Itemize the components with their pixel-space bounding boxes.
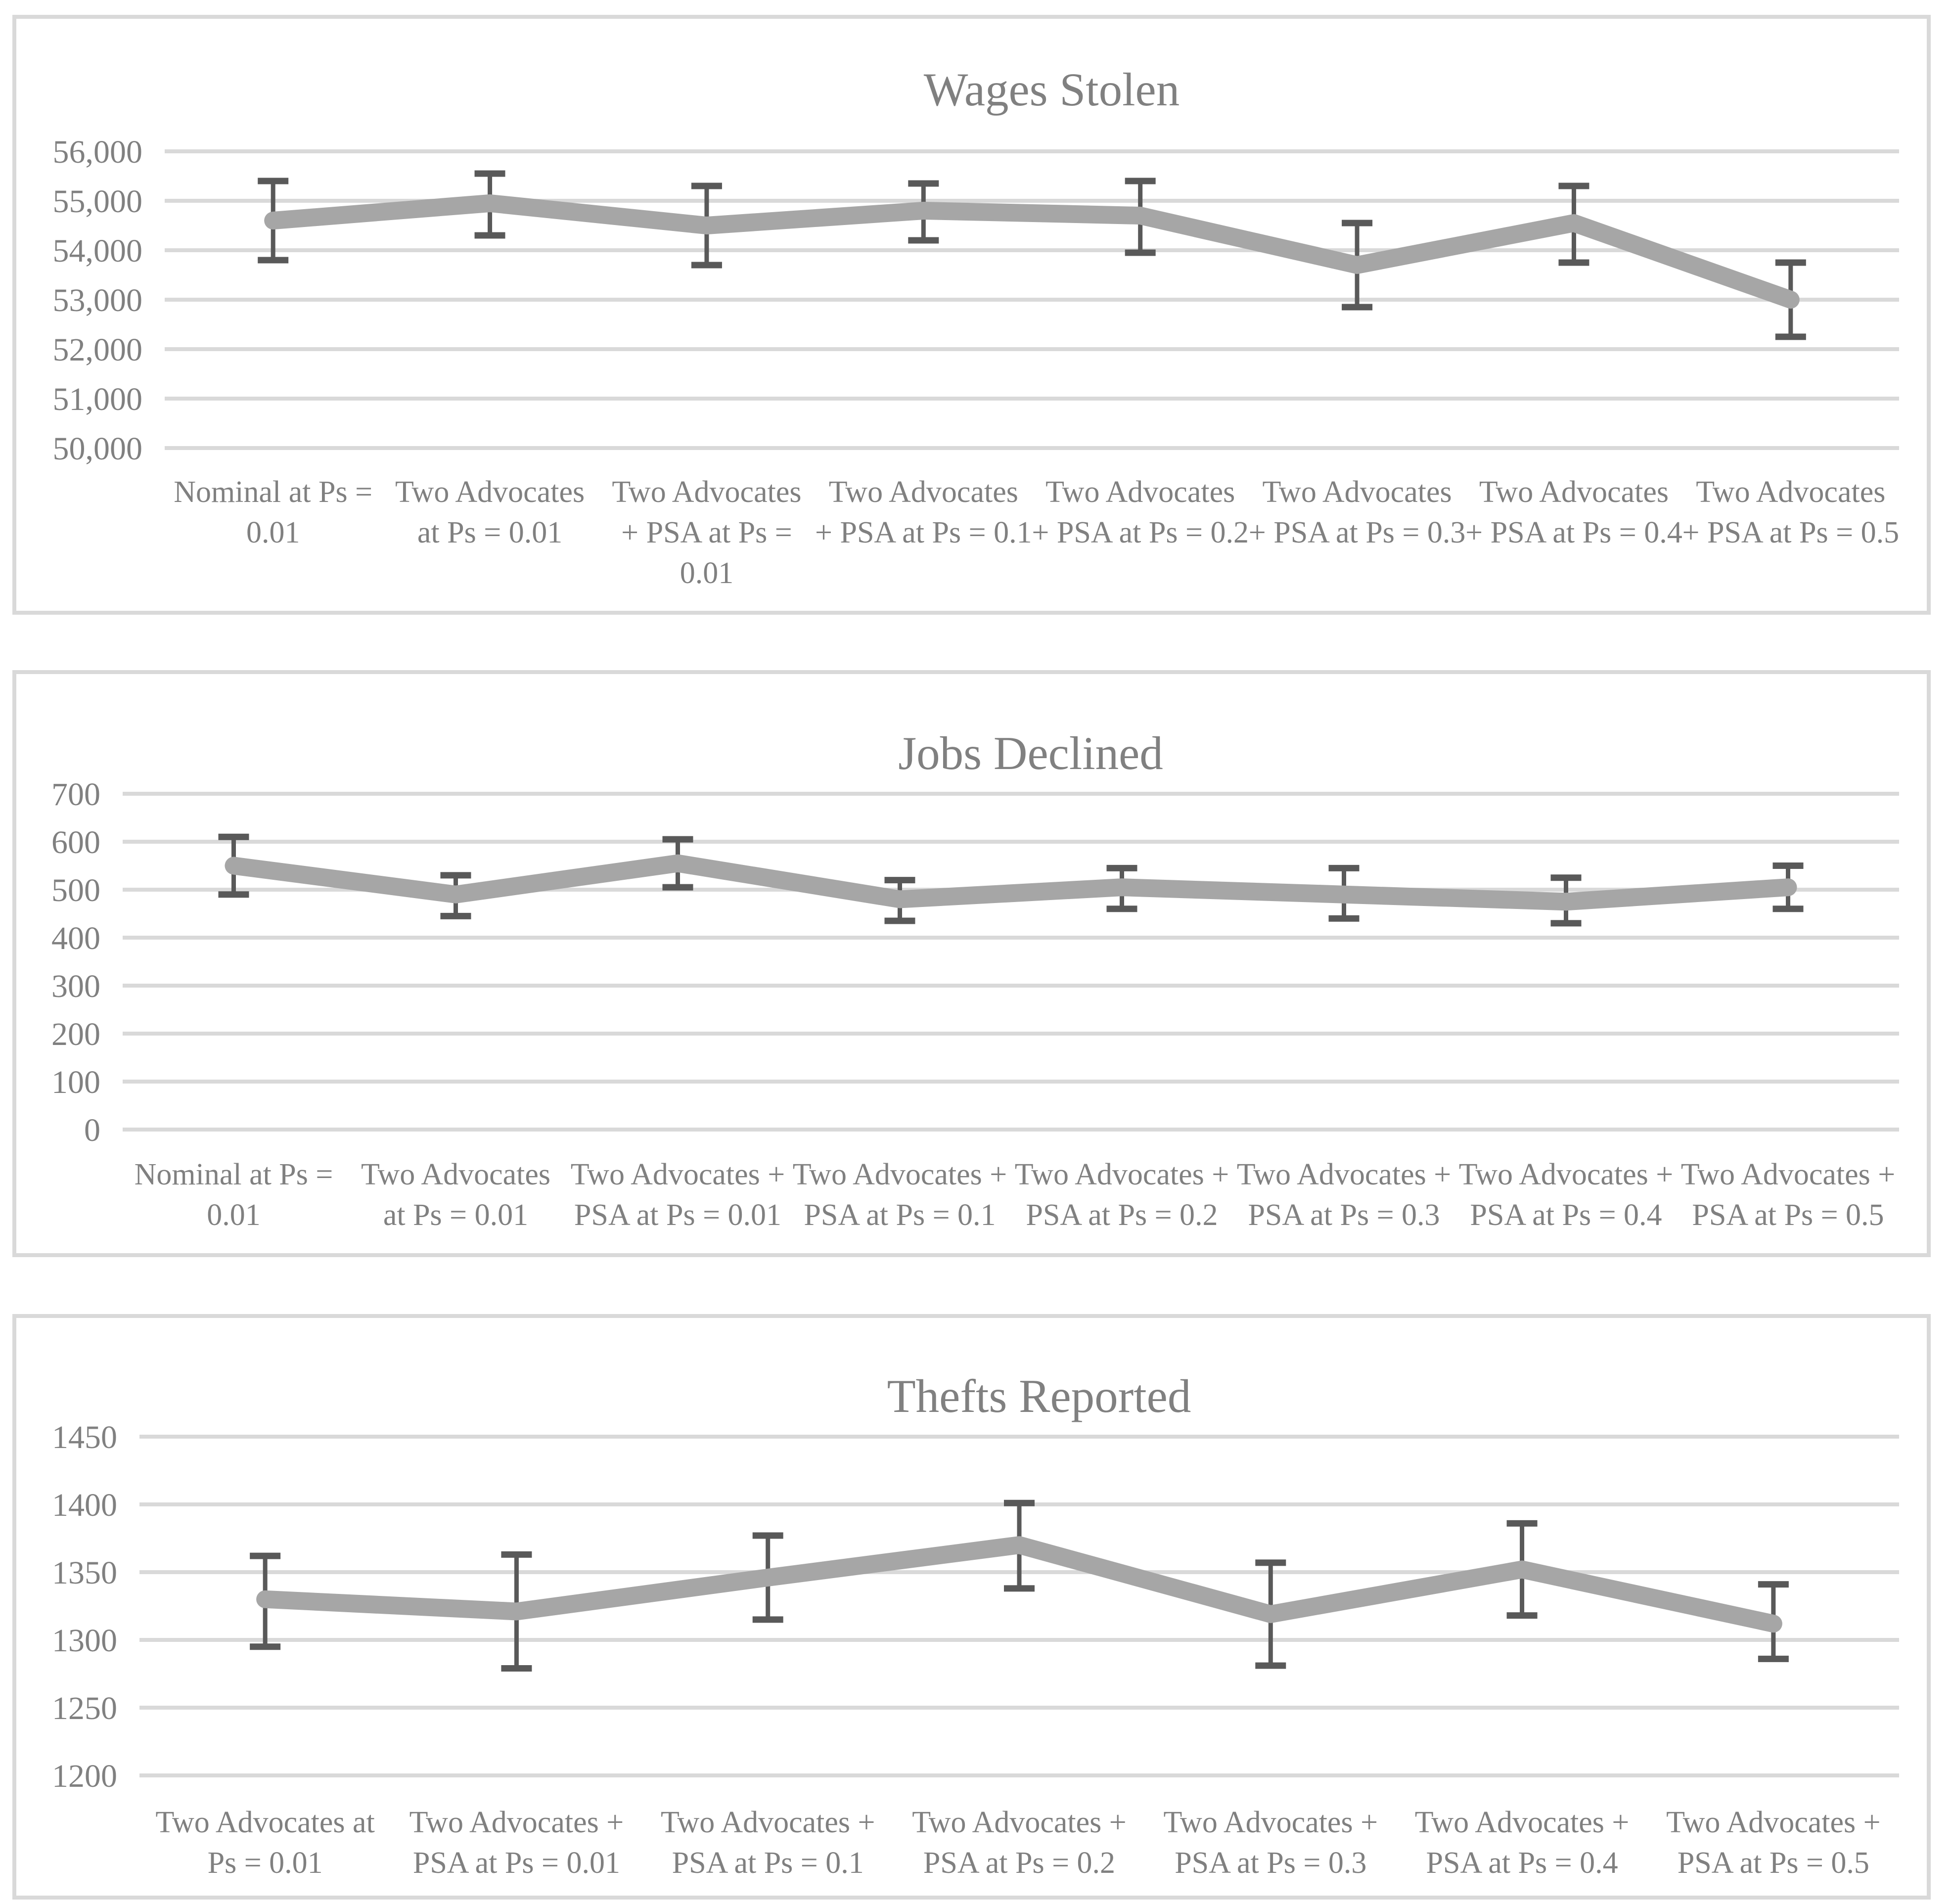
- y-axis-tick-label: 52,000: [53, 332, 143, 368]
- chart-title: Thefts Reported: [887, 1370, 1191, 1422]
- x-axis-category-label: Two Advocates + PSA at Ps = 0.2: [1015, 1158, 1229, 1232]
- y-axis-tick-label: 1350: [52, 1555, 117, 1591]
- x-axis-category-label: Nominal at Ps = 0.01: [135, 1158, 333, 1232]
- x-axis-category-label: Two Advocates + PSA at Ps = 0.2: [912, 1806, 1127, 1880]
- y-axis-tick-label: 1400: [52, 1487, 117, 1523]
- x-axis-category-label: Two Advocates + PSA at Ps = 0.1: [793, 1158, 1007, 1232]
- jobs-declined-chart-panel: 700 600 500 400 300 200 100 0 Jobs Declined Nomin…: [12, 670, 1931, 1257]
- jobs-declined-chart: 700 600 500 400 300 200 100 0 Jobs Declined Nomin…: [51, 727, 1899, 1232]
- x-axis-category-label: Two Advocates at Ps = 0.01: [155, 1806, 374, 1880]
- y-axis-tick-label: 200: [51, 1016, 100, 1052]
- x-axis-category-label: Two Advocates + PSA at Ps = 0.1: [661, 1806, 875, 1880]
- x-axis-category-label: Two Advocates + PSA at Ps = 0.3: [1237, 1158, 1452, 1232]
- x-axis-category-label: Two Advocates + PSA at Ps = 0.4: [1465, 475, 1682, 549]
- y-axis-tick-label: 500: [51, 872, 100, 908]
- y-axis-tick-label: 1250: [52, 1690, 117, 1726]
- y-axis-tick-label: 600: [51, 824, 100, 861]
- y-axis-tick-label: 0: [84, 1112, 100, 1148]
- x-axis-category-label: Two Advocates + PSA at Ps = 0.5: [1682, 475, 1900, 549]
- x-axis-category-label: Two Advocates + PSA at Ps = 0.2: [1032, 475, 1249, 549]
- chart-title: Jobs Declined: [898, 727, 1163, 779]
- x-axis-category-label: Two Advocates + PSA at Ps = 0.4: [1415, 1806, 1630, 1880]
- x-axis-category-label: Two Advocates + PSA at Ps = 0.3: [1249, 475, 1466, 549]
- x-axis-category-label: Nominal at Ps = 0.01: [174, 475, 372, 549]
- y-axis-tick-label: 56,000: [53, 134, 143, 170]
- wages-stolen-chart: 56,000 55,000 54,000 53,000 52,000 51,000 50,0…: [53, 63, 1900, 590]
- y-axis-tick-label: 55,000: [53, 183, 143, 220]
- data-series-line: [225, 854, 1797, 911]
- thefts-reported-chart-panel: 1450 1400 1350 1300 1250 1200 Thefts Reported T…: [12, 1314, 1931, 1900]
- y-axis-tick-label: 50,000: [53, 431, 143, 467]
- x-axis-category-label: Two Advocates at Ps = 0.01: [361, 1158, 550, 1232]
- y-axis-tick-label: 53,000: [53, 282, 143, 318]
- y-axis-tick-label: 1300: [52, 1623, 117, 1659]
- y-axis-tick-label: 1450: [52, 1419, 117, 1455]
- x-axis-category-label: Two Advocates + PSA at Ps = 0.5: [1681, 1158, 1896, 1232]
- data-series-line: [264, 194, 1800, 309]
- chart-title: Wages Stolen: [924, 63, 1180, 116]
- x-axis-category-label: Two Advocates + PSA at Ps = 0.5: [1666, 1806, 1881, 1880]
- y-axis-tick-label: 100: [51, 1064, 100, 1100]
- x-axis-category-label: Two Advocates + PSA at Ps = 0.3: [1164, 1806, 1378, 1880]
- x-axis-category-label: Two Advocates + PSA at Ps = 0.01: [409, 1806, 624, 1880]
- y-axis-tick-label: 300: [51, 968, 100, 1004]
- y-axis-tick-label: 51,000: [53, 381, 143, 417]
- y-axis-tick-label: 1200: [52, 1758, 117, 1794]
- data-series-line: [256, 1536, 1782, 1633]
- wages-stolen-chart-panel: 56,000 55,000 54,000 53,000 52,000 51,000 50,0…: [12, 15, 1931, 615]
- x-axis-category-label: Two Advocates at Ps = 0.01: [395, 475, 585, 549]
- y-axis-tick-label: 400: [51, 920, 100, 956]
- x-axis-category-label: Two Advocates + PSA at Ps = 0.4: [1459, 1158, 1674, 1232]
- x-axis-category-label: Two Advocates + PSA at Ps = 0.1: [815, 475, 1032, 549]
- thefts-reported-chart: 1450 1400 1350 1300 1250 1200 Thefts Reported T…: [52, 1370, 1899, 1880]
- y-axis-tick-label: 700: [51, 776, 100, 813]
- x-axis-category-label: Two Advocates + PSA at Ps = 0.01: [612, 475, 801, 590]
- x-axis-category-label: Two Advocates + PSA at Ps = 0.01: [571, 1158, 785, 1232]
- y-axis-tick-label: 54,000: [53, 233, 143, 269]
